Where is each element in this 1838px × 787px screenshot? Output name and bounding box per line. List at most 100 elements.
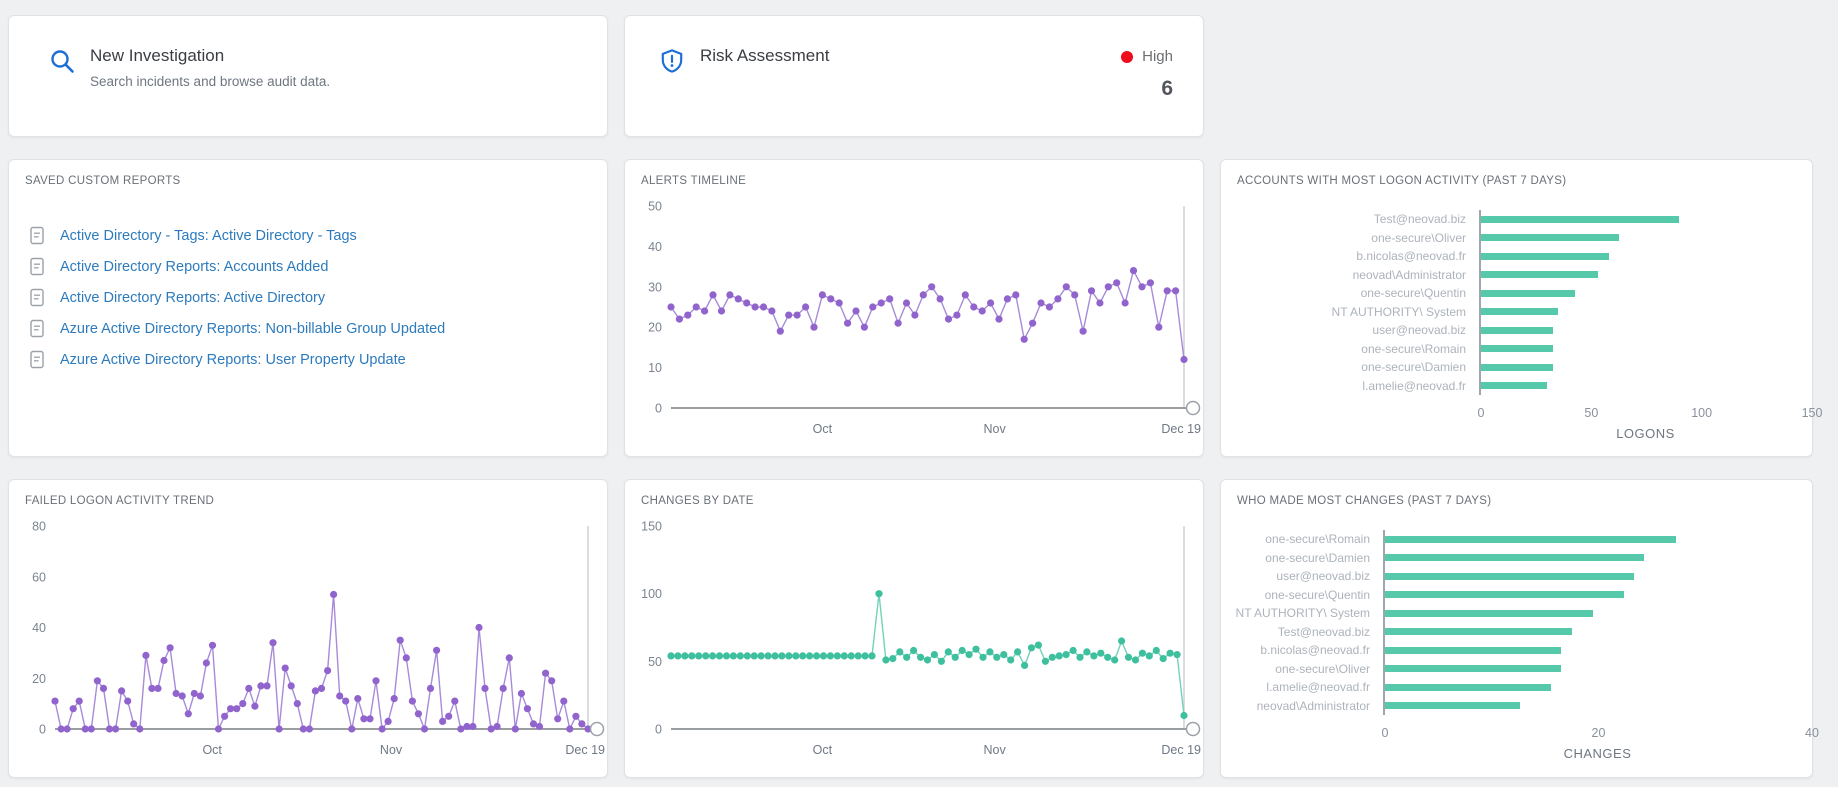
accounts-logon-activity-chart[interactable]: Test@neovad.biz one-secure\Oliver b.nicola… [1221, 196, 1823, 448]
changes-by-date-card: CHANGES BY DATE 0 50 100 150 Oct Nov Dec 19 [624, 479, 1204, 778]
bar [1385, 591, 1624, 599]
bar-category-label: b.nicolas@neovad.fr [1356, 249, 1466, 264]
report-list-item: Active Directory Reports: Accounts Added [29, 251, 607, 282]
saved-reports-title: SAVED CUSTOM REPORTS [25, 175, 181, 187]
bar-row: user@neovad.biz [1221, 567, 1812, 586]
bar-x-axis-title: CHANGES [1563, 746, 1632, 761]
changes-by-date-chart[interactable]: 0 50 100 150 Oct Nov Dec 19 [625, 514, 1203, 773]
bar-category-label: one-secure\Oliver [1371, 230, 1466, 245]
alerts-timeline-card: ALERTS TIMELINE 0 10 20 30 40 50 Oct Nov Dec 19 [624, 159, 1204, 457]
svg-text:Oct: Oct [813, 743, 833, 757]
svg-text:Nov: Nov [984, 743, 1007, 757]
bar-category-label: one-secure\Romain [1361, 341, 1466, 356]
bar [1385, 609, 1593, 617]
failed-logon-trend-chart[interactable]: 0 20 40 60 80 Oct Nov Dec 19 [9, 514, 607, 773]
bar-category-label: neovad\Administrator [1352, 267, 1466, 282]
report-link[interactable]: Active Directory - Tags: Active Director… [60, 227, 357, 244]
bar [1481, 271, 1598, 279]
bar-row: Test@neovad.biz [1221, 210, 1812, 229]
bar-row: one-secure\Romain [1221, 339, 1812, 358]
svg-text:100: 100 [641, 587, 662, 601]
bar-category-label: NT AUTHORITY\ System [1235, 606, 1370, 621]
svg-text:10: 10 [648, 361, 662, 375]
bar-x-axis: 0 20 40 [1381, 726, 1819, 740]
bar-row: neovad\Administrator [1221, 265, 1812, 284]
bar [1385, 683, 1551, 691]
bar [1385, 554, 1645, 562]
svg-text:0: 0 [39, 723, 46, 737]
bar-row: one-secure\Damien [1221, 548, 1812, 567]
report-link[interactable]: Active Directory Reports: Accounts Added [60, 258, 329, 275]
bar [1481, 215, 1679, 223]
risk-count: 6 [1161, 77, 1173, 100]
svg-text:Nov: Nov [984, 422, 1007, 436]
svg-text:40: 40 [32, 621, 46, 635]
bar [1481, 326, 1554, 334]
svg-text:50: 50 [648, 200, 662, 214]
bar-x-axis-title: LOGONS [1616, 426, 1675, 441]
document-icon [29, 319, 45, 338]
risk-level: High [1121, 48, 1173, 65]
alerts-timeline-chart[interactable]: 0 10 20 30 40 50 Oct Nov Dec 19 [625, 194, 1203, 452]
svg-text:Dec 19: Dec 19 [565, 743, 605, 757]
svg-text:50: 50 [648, 655, 662, 669]
failed-logon-trend-card: FAILED LOGON ACTIVITY TREND 0 20 40 60 80 Oct… [8, 479, 608, 778]
bar-row: b.nicolas@neovad.fr [1221, 247, 1812, 266]
report-link[interactable]: Active Directory Reports: Active Directo… [60, 289, 326, 306]
svg-text:Dec 19: Dec 19 [1161, 743, 1201, 757]
risk-level-dot [1121, 50, 1134, 63]
svg-text:20: 20 [648, 321, 662, 335]
bar-row: user@neovad.biz [1221, 321, 1812, 340]
svg-text:Oct: Oct [813, 422, 833, 436]
bar [1385, 665, 1562, 673]
bar [1481, 252, 1609, 260]
bar-category-label: Test@neovad.biz [1373, 212, 1466, 227]
risk-level-label: High [1142, 48, 1173, 65]
who-made-changes-chart[interactable]: one-secure\Romain one-secure\Damien user@n… [1221, 516, 1819, 769]
svg-text:0: 0 [655, 723, 662, 737]
bar [1481, 382, 1547, 390]
bar [1481, 289, 1575, 297]
svg-text:Oct: Oct [202, 743, 222, 757]
failed-logon-trend-title: FAILED LOGON ACTIVITY TREND [25, 495, 215, 507]
bar-row: NT AUTHORITY\ System [1221, 302, 1812, 321]
bar-category-label: one-secure\Damien [1361, 360, 1466, 375]
bar [1481, 363, 1554, 371]
svg-text:Nov: Nov [380, 743, 403, 757]
bar [1385, 646, 1562, 654]
bar [1385, 572, 1634, 580]
report-list-item: Active Directory Reports: Active Directo… [29, 282, 607, 313]
bar-row: neovad\Administrator [1221, 696, 1812, 715]
bar-category-label: NT AUTHORITY\ System [1331, 304, 1466, 319]
bar-row: Test@neovad.biz [1221, 622, 1812, 641]
svg-text:Dec 19: Dec 19 [1161, 422, 1201, 436]
svg-text:60: 60 [32, 570, 46, 584]
svg-text:30: 30 [648, 280, 662, 294]
svg-text:0: 0 [655, 402, 662, 416]
report-list-item: Azure Active Directory Reports: Non-bill… [29, 313, 607, 344]
bar-row: b.nicolas@neovad.fr [1221, 641, 1812, 660]
bar-category-label: one-secure\Romain [1265, 532, 1370, 547]
accounts-logon-activity-card: ACCOUNTS WITH MOST LOGON ACTIVITY (PAST … [1220, 159, 1823, 457]
bar [1385, 535, 1676, 543]
bar-row: one-secure\Damien [1221, 358, 1812, 377]
alerts-timeline-title: ALERTS TIMELINE [641, 175, 747, 187]
svg-text:40: 40 [648, 240, 662, 254]
changes-by-date-title: CHANGES BY DATE [641, 495, 754, 507]
svg-text:20: 20 [32, 672, 46, 686]
risk-assessment-card[interactable]: Risk Assessment High 6 [624, 15, 1204, 137]
new-investigation-card[interactable]: New Investigation Search incidents and b… [8, 15, 608, 137]
bar-category-label: l.amelie@neovad.fr [1362, 378, 1466, 393]
bar-row: one-secure\Romain [1221, 530, 1812, 549]
report-link[interactable]: Azure Active Directory Reports: Non-bill… [60, 320, 446, 337]
new-investigation-title: New Investigation [90, 46, 225, 65]
bar-category-label: Test@neovad.biz [1277, 624, 1370, 639]
bar-x-axis: 0 50 100 150 [1477, 406, 1823, 420]
bar-row: l.amelie@neovad.fr [1221, 376, 1812, 395]
report-link[interactable]: Azure Active Directory Reports: User Pro… [60, 351, 406, 368]
bar [1481, 345, 1554, 353]
new-investigation-subtitle: Search incidents and browse audit data. [90, 74, 331, 89]
saved-custom-reports-card: SAVED CUSTOM REPORTS Active Directory - … [8, 159, 608, 457]
svg-text:150: 150 [641, 520, 662, 534]
